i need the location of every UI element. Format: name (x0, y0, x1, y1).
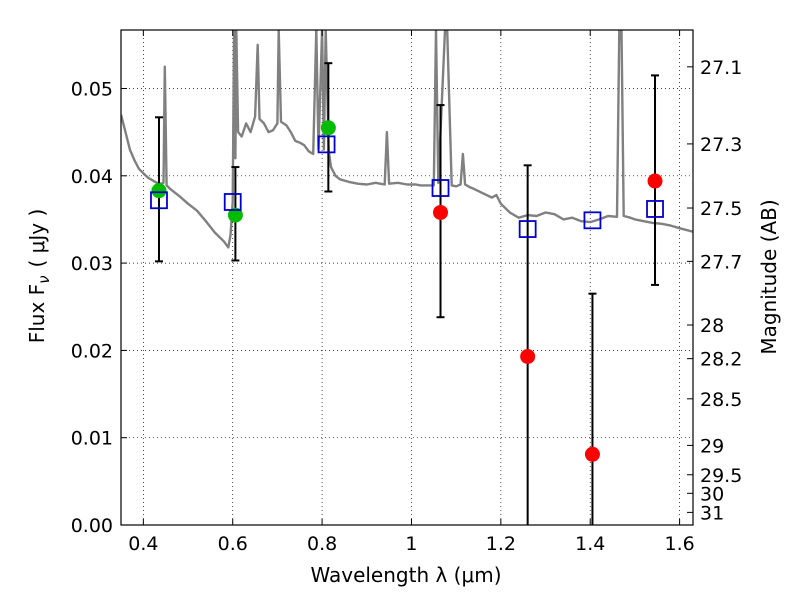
green-data-point (320, 120, 336, 136)
red-data-point (433, 204, 449, 220)
model-square-marker (431, 179, 450, 197)
red-data-point (520, 349, 536, 365)
y2-tick-label: 27.5 (700, 198, 742, 220)
x-axis-ticks: 0.4 0.6 0.8 1 1.2 1.4 1.6 (128, 30, 695, 555)
y-tick-label: 0.03 (71, 253, 113, 275)
model-square-marker (317, 135, 336, 154)
y2-tick-label: 28.5 (700, 389, 742, 411)
model-square-marker (223, 193, 242, 211)
x-tick-label: 1.6 (664, 533, 694, 555)
y-axis-label-unit: ( μJy ) (25, 209, 49, 268)
x-tick-label: 0.4 (128, 533, 158, 555)
data-markers (150, 120, 664, 462)
y2-tick-label: 30 (700, 483, 724, 505)
model-square-marker (150, 191, 168, 210)
y-axis-label: Flux Fν ( μJy ) (25, 209, 53, 344)
model-square-marker (518, 220, 537, 238)
grid-lines (121, 30, 693, 525)
y-tick-label: 0.02 (71, 340, 113, 362)
y-tick-label: 0.00 (71, 515, 113, 537)
y2-tick-label: 29 (700, 435, 724, 457)
y-axis-label-text: Flux F (25, 284, 49, 343)
y-tick-label: 0.05 (71, 78, 113, 100)
green-data-point (227, 207, 243, 223)
x-tick-label: 1.2 (486, 533, 516, 555)
y2-tick-label: 27.7 (700, 251, 742, 273)
y2-axis-label: Magnitude (AB) (757, 199, 781, 354)
x-tick-label: 1.4 (575, 533, 605, 555)
x-tick-label: 1 (405, 533, 417, 555)
y-tick-label: 0.01 (71, 428, 113, 450)
y2-tick-label: 27.3 (700, 134, 742, 156)
green-data-point (151, 183, 167, 199)
red-data-point (647, 173, 663, 189)
y-axis-label-subscript: ν (35, 275, 53, 283)
y-axis-ticks: 0.00 0.01 0.02 0.03 0.04 0.05 (71, 78, 127, 537)
y2-tick-label: 29.5 (700, 465, 742, 487)
plot-frame (120, 29, 694, 526)
spectrum-path (121, 30, 693, 249)
model-square-marker (646, 200, 664, 218)
y-tick-label: 0.04 (71, 166, 113, 188)
error-bars (154, 62, 660, 525)
x-tick-label: 0.6 (218, 533, 248, 555)
x-axis-label: Wavelength λ (μm) (310, 563, 501, 587)
model-spectrum-line (121, 30, 693, 249)
y2-tick-label: 31 (700, 502, 724, 524)
y2-tick-label: 28.2 (700, 349, 742, 371)
model-square-marker (583, 211, 602, 230)
x-tick-label: 0.8 (307, 533, 337, 555)
red-data-point (584, 446, 600, 462)
y2-tick-label: 27.1 (700, 57, 742, 79)
y2-tick-label: 28 (700, 315, 724, 337)
